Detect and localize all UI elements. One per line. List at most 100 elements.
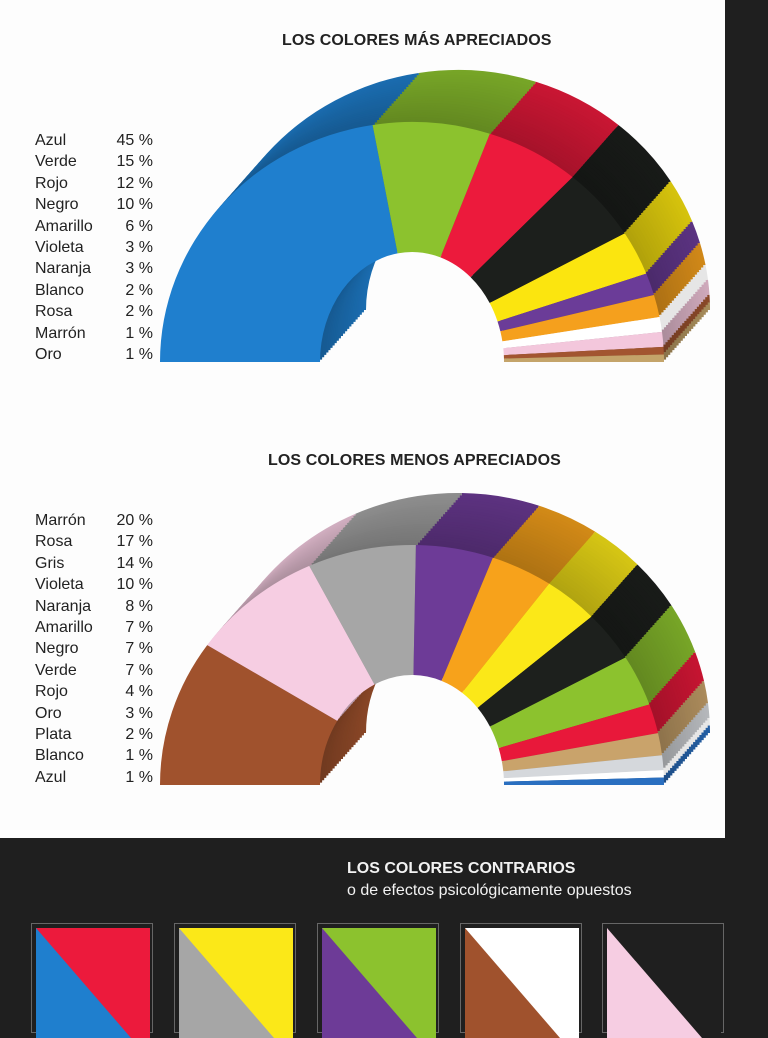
slice-negro <box>470 177 625 304</box>
legend-value: 7 % <box>125 618 153 636</box>
legend-value: 17 % <box>116 533 153 551</box>
slice-azul <box>503 777 664 785</box>
legend-item: Marrón 20 % <box>35 510 153 531</box>
legend-value: 8 % <box>125 597 153 615</box>
legend-value: 7 % <box>125 640 153 658</box>
swatch-color-a <box>36 928 131 1038</box>
slice-rosa <box>207 565 375 721</box>
legend-item: Verde 15 % <box>35 151 153 172</box>
legend-item: Rosa 2 % <box>35 301 153 322</box>
contrary-pair-swatch <box>460 923 582 1038</box>
legend-item: Amarillo 6 % <box>35 216 153 237</box>
legend-item: Naranja 8 % <box>35 596 153 617</box>
legend-value: 7 % <box>125 661 153 679</box>
legend-value: 1 % <box>125 324 153 342</box>
legend-label: Rojo <box>35 683 68 701</box>
legend-label: Plata <box>35 725 72 743</box>
legend-item: Marrón 1 % <box>35 323 153 344</box>
contrarios-subtitle: o de efectos psicológicamente opuestos <box>347 882 632 899</box>
legend-value: 3 % <box>125 260 153 278</box>
legend-item: Verde 7 % <box>35 660 153 681</box>
contrary-pair-swatch <box>31 923 153 1038</box>
legend-item: Negro 10 % <box>35 194 153 215</box>
legend-item: Plata 2 % <box>35 724 153 745</box>
legend-value: 6 % <box>125 217 153 235</box>
legend-label: Azul <box>35 768 67 786</box>
slice-gris <box>309 545 416 685</box>
swatch-color-a <box>607 928 702 1038</box>
contrary-pair-swatch <box>174 923 296 1038</box>
legend-label: Verde <box>35 153 77 171</box>
contrarios-title: LOS COLORES CONTRARIOS <box>347 860 576 877</box>
slice-blanco <box>502 317 663 349</box>
slice-blanco <box>503 770 664 782</box>
legend-label: Verde <box>35 661 77 679</box>
slice-oro <box>503 354 664 362</box>
legend-label: Marrón <box>35 324 86 342</box>
legend-item: Oro 3 % <box>35 703 153 724</box>
slice-amarillo <box>462 583 592 708</box>
legend-value: 10 % <box>116 576 153 594</box>
legend-value: 45 % <box>116 132 153 149</box>
legend-label: Marrón <box>35 512 86 529</box>
legend-label: Blanco <box>35 747 84 765</box>
legend-label: Rosa <box>35 303 73 321</box>
slice-rojo <box>498 704 659 762</box>
legend-value: 2 % <box>125 725 153 743</box>
legend-value: 12 % <box>116 174 153 192</box>
legend-label: Rosa <box>35 533 73 551</box>
legend-value: 4 % <box>125 683 153 701</box>
legend-item: Violeta 3 % <box>35 237 153 258</box>
slice-marrón <box>503 346 664 359</box>
slice-rosa <box>503 331 664 356</box>
legend-most: Azul 45 % Verde 15 % Rojo 12 % Negro 10 % Amaril… <box>35 130 153 365</box>
legend-value: 1 % <box>125 768 153 786</box>
chart-title-most: LOS COLORES MÁS APRECIADOS <box>282 32 552 49</box>
swatch-color-a <box>179 928 274 1038</box>
contrarios-heading: LOS COLORES CONTRARIOS o de efectos psic… <box>347 858 632 902</box>
legend-label: Azul <box>35 132 67 149</box>
legend-item: Rojo 4 % <box>35 681 153 702</box>
legend-item: Amarillo 7 % <box>35 617 153 638</box>
legend-item: Blanco 2 % <box>35 280 153 301</box>
legend-value: 10 % <box>116 196 153 214</box>
slice-amarillo <box>489 233 647 322</box>
half-donut-least <box>160 493 710 785</box>
legend-item: Negro 7 % <box>35 638 153 659</box>
legend-label: Naranja <box>35 260 92 278</box>
legend-label: Amarillo <box>35 217 93 235</box>
legend-value: 1 % <box>125 345 153 363</box>
slice-violeta <box>413 545 493 681</box>
legend-value: 1 % <box>125 747 153 765</box>
slice-naranja <box>441 557 550 693</box>
legend-label: Rojo <box>35 174 68 192</box>
legend-value: 15 % <box>116 153 153 171</box>
legend-label: Gris <box>35 554 65 572</box>
slice-verde <box>489 657 650 749</box>
legend-label: Oro <box>35 704 62 722</box>
legend-value: 2 % <box>125 303 153 321</box>
legend-item: Blanco 1 % <box>35 745 153 766</box>
legend-item: Violeta 10 % <box>35 574 153 595</box>
slice-naranja <box>500 295 660 342</box>
legend-value: 2 % <box>125 281 153 299</box>
slice-negro <box>477 616 626 727</box>
legend-item: Oro 1 % <box>35 344 153 365</box>
legend-value: 20 % <box>116 512 153 529</box>
legend-label: Negro <box>35 196 79 214</box>
legend-value: 3 % <box>125 238 153 256</box>
slice-verde <box>372 122 490 258</box>
slice-plata <box>503 755 664 779</box>
legend-label: Oro <box>35 345 62 363</box>
slice-azul <box>160 124 398 362</box>
legend-label: Negro <box>35 640 79 658</box>
legend-label: Violeta <box>35 576 84 594</box>
legend-label: Naranja <box>35 597 92 615</box>
legend-item: Azul 1 % <box>35 767 153 788</box>
legend-value: 14 % <box>116 554 153 572</box>
slice-violeta <box>497 273 654 332</box>
legend-item: Naranja 3 % <box>35 258 153 279</box>
half-donut-most <box>160 70 710 362</box>
swatch-color-a <box>322 928 417 1038</box>
legend-least: Marrón 20 % Rosa 17 % Gris 14 % Violeta 10 % Nar… <box>35 510 153 788</box>
